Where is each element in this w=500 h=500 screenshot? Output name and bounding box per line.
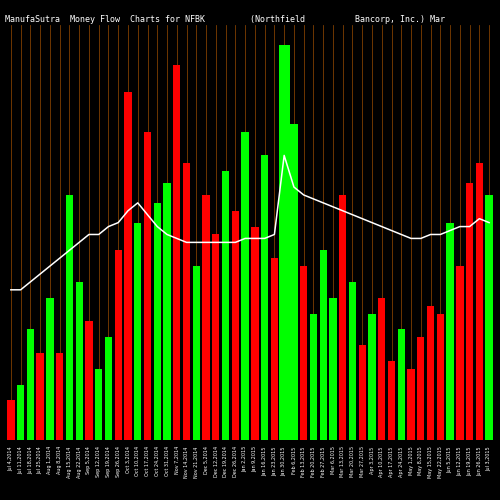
Bar <box>476 164 483 440</box>
Bar <box>192 266 200 440</box>
Bar <box>66 195 73 440</box>
Bar <box>212 234 220 440</box>
Text: ManufaSutra  Money Flow  Charts for NFBK         (Northfield          Bancorp, I: ManufaSutra Money Flow Charts for NFBK (… <box>5 15 445 24</box>
Bar <box>427 306 434 440</box>
Bar <box>310 314 317 440</box>
Bar <box>446 222 454 440</box>
Bar <box>232 211 239 440</box>
Bar <box>26 330 34 440</box>
Bar <box>330 298 336 440</box>
Bar <box>114 250 122 440</box>
Bar <box>154 203 161 440</box>
Bar <box>436 314 444 440</box>
Bar <box>378 298 386 440</box>
Bar <box>164 183 170 440</box>
Bar <box>349 282 356 440</box>
Bar <box>105 337 112 440</box>
Bar <box>202 195 209 440</box>
Bar <box>76 282 83 440</box>
Bar <box>242 132 249 440</box>
Bar <box>134 222 141 440</box>
Bar <box>46 298 54 440</box>
Bar <box>368 314 376 440</box>
Bar <box>270 258 278 440</box>
Bar <box>358 345 366 440</box>
Bar <box>56 353 64 440</box>
Bar <box>290 124 298 440</box>
Bar <box>456 266 464 440</box>
Bar <box>183 164 190 440</box>
Bar <box>251 226 258 440</box>
Bar <box>417 337 424 440</box>
Bar <box>222 171 230 440</box>
Bar <box>144 132 151 440</box>
Bar <box>388 361 395 440</box>
Bar <box>173 64 180 440</box>
Bar <box>124 92 132 440</box>
Bar <box>486 195 493 440</box>
Bar <box>7 400 14 440</box>
Bar <box>261 156 268 440</box>
Bar <box>339 195 346 440</box>
Bar <box>466 183 473 440</box>
Bar <box>408 369 414 440</box>
Bar <box>36 353 44 440</box>
Bar <box>17 384 24 440</box>
Bar <box>278 45 289 440</box>
Bar <box>86 322 92 440</box>
Bar <box>320 250 327 440</box>
Bar <box>398 330 405 440</box>
Bar <box>300 266 308 440</box>
Bar <box>95 369 102 440</box>
